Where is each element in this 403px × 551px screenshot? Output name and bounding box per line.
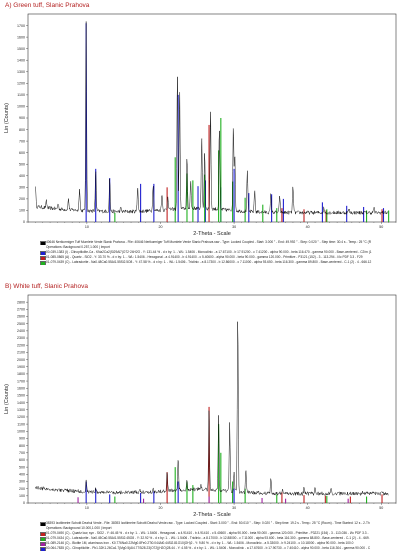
y-axis-title: Lin (Counts) bbox=[4, 103, 10, 133]
legend-pattern: 01-079-0434 (C) - Labradorite - Na0.45Ca… bbox=[40, 536, 400, 541]
x-tick-label: 20 bbox=[158, 506, 162, 510]
legend-file-line: 38393 Izotilmetre Sohotit Deahul Verde -… bbox=[40, 521, 400, 526]
x-tick-label: 50 bbox=[379, 225, 383, 229]
y-tick-label: 1400 bbox=[17, 401, 25, 405]
y-tick-label: 1200 bbox=[17, 415, 25, 419]
y-tick-label: 1600 bbox=[17, 35, 25, 39]
measured-pattern-line bbox=[35, 21, 389, 216]
y-tick-label: 1300 bbox=[17, 70, 25, 74]
x-tick-label: 10 bbox=[85, 506, 89, 510]
x-tick-label: 10 bbox=[85, 225, 89, 229]
plot-frame bbox=[27, 294, 397, 504]
legend-swatch bbox=[40, 251, 46, 255]
legend-pattern: 00-064-7835 (C) - Clinoptilolite - Pb1.3… bbox=[40, 546, 400, 551]
y-tick-label: 1700 bbox=[17, 379, 25, 383]
y-tick-label: 1400 bbox=[17, 58, 25, 62]
measured-pattern-line bbox=[35, 321, 389, 497]
y-tick-label: 2200 bbox=[17, 343, 25, 347]
x-tick-label: 50 bbox=[379, 506, 383, 510]
legend-swatch bbox=[40, 241, 46, 245]
y-tick-label: 400 bbox=[19, 473, 25, 477]
legend-swatch bbox=[40, 532, 46, 536]
y-tick-label: 200 bbox=[19, 487, 25, 491]
y-tick-label: 0 bbox=[23, 501, 25, 505]
y-tick-label: 700 bbox=[19, 451, 25, 455]
legend-swatch bbox=[40, 547, 46, 551]
y-tick-label: 2400 bbox=[17, 329, 25, 333]
y-tick-label: 2300 bbox=[17, 336, 25, 340]
legend-swatch bbox=[40, 256, 46, 260]
y-tick-label: 800 bbox=[19, 444, 25, 448]
y-axis-title: Lin (Counts) bbox=[4, 384, 10, 414]
legend-swatch bbox=[40, 261, 46, 265]
x-tick-label: 30 bbox=[232, 506, 236, 510]
y-tick-label: 400 bbox=[19, 174, 25, 178]
legend-swatch bbox=[40, 537, 46, 541]
y-tick-label: 300 bbox=[19, 480, 25, 484]
y-tick-label: 1500 bbox=[17, 47, 25, 51]
y-tick-label: 200 bbox=[19, 197, 25, 201]
legend-file-line: 40646 Nerikormiger Tuff Mumlete Verde Sl… bbox=[40, 240, 400, 245]
legend-swatch bbox=[40, 522, 46, 526]
x-tick-label: 30 bbox=[232, 225, 236, 229]
y-tick-label: 1100 bbox=[17, 93, 25, 97]
legend-pattern: 01-079-0490 (C) - Quartz low, syn - SiO2… bbox=[40, 531, 400, 536]
y-tick-label: 1000 bbox=[17, 429, 25, 433]
legend-operations: Operations: Background 10.000,1.000 | Im… bbox=[46, 526, 112, 530]
y-tick-label: 800 bbox=[19, 128, 25, 132]
y-tick-label: 2000 bbox=[17, 358, 25, 362]
y-tick-label: 1000 bbox=[17, 105, 25, 109]
y-tick-label: 500 bbox=[19, 162, 25, 166]
panel-b-chart: 0 100 200 300 400 500 600 700 800 900 1000 1100 1200… bbox=[4, 294, 397, 518]
x-axis-title: 2-Theta - Scale bbox=[193, 512, 231, 518]
y-tick-label: 2800 bbox=[17, 300, 25, 304]
y-tick-label: 1800 bbox=[17, 372, 25, 376]
y-tick-label: 1100 bbox=[17, 422, 25, 426]
y-tick-label: 600 bbox=[19, 151, 25, 155]
y-tick-label: 500 bbox=[19, 465, 25, 469]
y-tick-label: 100 bbox=[19, 494, 25, 498]
y-tick-label: 1300 bbox=[17, 408, 25, 412]
x-tick-label: 40 bbox=[306, 225, 310, 229]
plot-frame bbox=[27, 13, 397, 223]
y-tick-label: 1700 bbox=[17, 24, 25, 28]
y-tick-label: 2600 bbox=[17, 315, 25, 319]
y-tick-label: 2100 bbox=[17, 351, 25, 355]
panel-b-legend: 38393 Izotilmetre Sohotit Deahul Verde -… bbox=[40, 521, 400, 551]
legend-pattern: 01-079-0439 (C) - Labradorite - Na0.48Ca… bbox=[40, 260, 400, 265]
y-tick-label: 1200 bbox=[17, 82, 25, 86]
panel-b-title: B) White tuff, Slanic Prahova bbox=[5, 283, 88, 290]
panel-a-title: A) Green tuff, Slanic Prahova bbox=[5, 2, 90, 9]
y-tick-label: 0 bbox=[23, 220, 25, 224]
y-tick-label: 100 bbox=[19, 209, 25, 213]
x-axis-title: 2-Theta - Scale bbox=[193, 231, 231, 237]
x-tick-label: 20 bbox=[158, 225, 162, 229]
y-tick-label: 1900 bbox=[17, 365, 25, 369]
y-tick-label: 1600 bbox=[17, 386, 25, 390]
y-tick-label: 2700 bbox=[17, 308, 25, 312]
y-tick-label: 900 bbox=[19, 116, 25, 120]
legend-swatch bbox=[40, 542, 46, 546]
y-tick-label: 1500 bbox=[17, 394, 25, 398]
legend-pattern: 01-089-2146 (C) - Biotite 1M, aluminous … bbox=[40, 541, 400, 546]
panel-a-legend: 40646 Nerikormiger Tuff Mumlete Verde Sl… bbox=[40, 240, 400, 265]
y-tick-label: 600 bbox=[19, 458, 25, 462]
panel-a-chart: 0 100 200 300 400 500 600 700 800 900 1000 1100 1200… bbox=[4, 13, 397, 237]
y-tick-label: 300 bbox=[19, 186, 25, 190]
x-tick-label: 40 bbox=[306, 506, 310, 510]
y-tick-label: 900 bbox=[19, 437, 25, 441]
legend-pattern: 00-039-1383 (I) - Clinoptilolite-Ca - KN… bbox=[40, 250, 400, 255]
legend-operations: Operations: Background 0.257,1.000 | Imp… bbox=[46, 245, 110, 249]
legend-pattern: 01-085-0865 (A) - Quartz - SiO2 - Y: 33.… bbox=[40, 255, 400, 260]
y-tick-label: 2500 bbox=[17, 322, 25, 326]
y-tick-label: 700 bbox=[19, 139, 25, 143]
